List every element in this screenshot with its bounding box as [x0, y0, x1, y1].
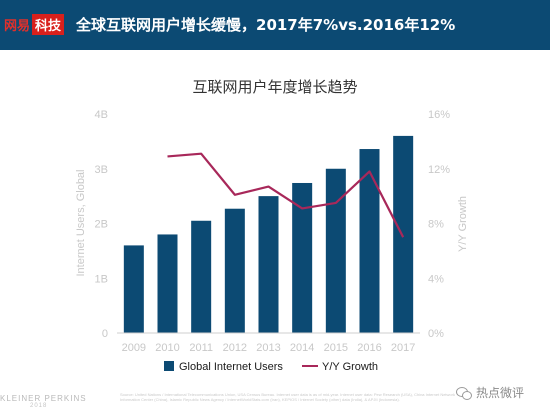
bar: [191, 220, 212, 333]
footer-source: Source: United Nations / International T…: [120, 392, 455, 402]
y-tick-label: 1B: [95, 273, 108, 285]
y-axis-title: Internet Users, Global: [75, 170, 87, 277]
wechat-icon: [456, 386, 472, 400]
y-tick-label: 0: [102, 328, 108, 340]
y-tick-label: 4B: [95, 109, 108, 121]
bar: [224, 208, 245, 333]
bar: [258, 196, 279, 333]
legend-label-growth: Y/Y Growth: [322, 361, 378, 373]
x-tick-label: 2011: [189, 342, 213, 354]
title-banner: 网易 科技 全球互联网用户增长缓慢，2017年7%vs.2016年12%: [0, 0, 550, 50]
brand-logo: 网易 科技: [4, 13, 65, 35]
y2-tick-label: 4%: [428, 273, 444, 285]
series-line: [167, 152, 405, 238]
x-tick-label: 2015: [324, 342, 348, 354]
footer-brand: KLEINER PERKINS: [0, 394, 87, 403]
page-headline: 全球互联网用户增长缓慢，2017年7%vs.2016年12%: [76, 16, 456, 34]
bar: [359, 149, 380, 333]
watermark-text: 热点微评: [476, 386, 525, 400]
footer-year: 2018: [30, 403, 48, 409]
x-tick-label: 2012: [223, 342, 247, 354]
y2-tick-label: 12%: [428, 164, 450, 176]
y2-axis-title: Y/Y Growth: [457, 196, 469, 252]
y-tick-label: 3B: [95, 164, 108, 176]
bar: [292, 182, 313, 333]
y-tick-label: 2B: [95, 219, 108, 231]
y2-tick-label: 16%: [428, 109, 450, 121]
x-tick-label: 2016: [357, 342, 381, 354]
bar: [393, 135, 414, 333]
x-tick-label: 2014: [290, 342, 314, 354]
legend-swatch-users: [164, 361, 174, 371]
x-tick-label: 2009: [122, 342, 146, 354]
y2-tick-label: 8%: [428, 219, 444, 231]
chart-title: 互联网用户年度增长趋势: [192, 78, 358, 96]
brand-logo-part1: 网易: [4, 18, 31, 34]
y2-tick-label: 0%: [428, 328, 444, 340]
watermark: 热点微评: [456, 384, 524, 401]
x-tick-label: 2013: [256, 342, 280, 354]
legend-label-users: Global Internet Users: [179, 361, 283, 373]
bar: [325, 168, 346, 333]
x-tick-label: 2017: [391, 342, 415, 354]
x-tick-label: 2010: [155, 342, 179, 354]
bar: [157, 234, 178, 333]
bar: [123, 245, 144, 333]
brand-logo-part2: 科技: [32, 13, 65, 35]
